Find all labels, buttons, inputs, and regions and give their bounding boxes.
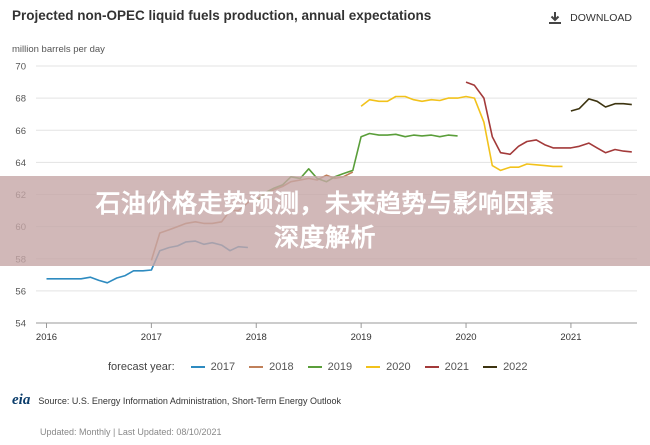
series-line-2021[interactable]	[465, 81, 632, 156]
download-label: DOWNLOAD	[570, 12, 632, 24]
y-tick-label: 68	[15, 94, 26, 105]
series-line-2022[interactable]	[570, 98, 632, 112]
legend-swatch	[307, 366, 322, 368]
x-tick-label: 2017	[141, 332, 162, 343]
legend-item-2022[interactable]: 2022	[483, 361, 528, 373]
source-note: eia Source: U.S. Energy Information Admi…	[12, 392, 341, 409]
download-icon	[549, 12, 562, 24]
legend-item-2020[interactable]: 2020	[366, 361, 411, 373]
y-tick-label: 64	[15, 158, 26, 169]
legend-swatch	[424, 366, 439, 368]
overlay-line-2: 深度解析	[273, 223, 376, 252]
legend-swatch	[249, 366, 264, 368]
x-tick-label: 2019	[351, 332, 372, 343]
legend-item-label: 2017	[210, 361, 236, 373]
legend-swatch	[366, 366, 381, 368]
legend-item-label: 2018	[269, 361, 294, 373]
legend-swatch	[483, 366, 498, 368]
legend-items: 2017 2018 2019 2020 2021 2022	[190, 361, 542, 373]
download-button[interactable]: DOWNLOAD	[548, 11, 632, 25]
eia-logo[interactable]: eia	[12, 392, 31, 408]
x-tick-label: 2021	[560, 332, 581, 343]
legend-swatch	[190, 366, 205, 368]
chart-plot: 545658606264666870 201620172018201920202…	[12, 44, 637, 343]
source-text: Source: U.S. Energy Information Administ…	[38, 395, 341, 406]
legend-item-2021[interactable]: 2021	[424, 361, 470, 373]
legend-item-2019[interactable]: 2019	[307, 361, 353, 373]
x-tick-label: 2016	[36, 332, 57, 343]
x-axis-ticks: 2016 2017 2018 2019 2020 2021	[36, 323, 581, 343]
y-tick-label: 66	[15, 126, 26, 137]
legend-item-2017[interactable]: 2017	[190, 361, 236, 373]
series-line-2020[interactable]	[360, 95, 563, 172]
legend: forecast year: 2017 2018 2019 2020 2021 2022	[108, 361, 542, 373]
legend-item-2018[interactable]: 2018	[249, 361, 294, 373]
updated-text: Updated: Monthly | Last Updated: 08/10/2…	[40, 427, 222, 437]
title-overlay-banner: 石油价格走势预测，未来趋势与影响因素 深度解析	[0, 176, 650, 266]
x-tick-label: 2020	[455, 332, 476, 343]
y-axis-label: million barrels per day	[12, 44, 105, 55]
legend-item-label: 2020	[386, 361, 411, 373]
x-tick-label: 2018	[246, 332, 267, 343]
overlay-line-1: 石油价格走势预测，未来趋势与影响因素	[95, 189, 555, 218]
chart-title: Projected non-OPEC liquid fuels producti…	[12, 8, 432, 23]
legend-item-label: 2019	[327, 361, 353, 373]
y-tick-label: 56	[15, 286, 26, 297]
legend-label: forecast year:	[108, 361, 175, 373]
legend-item-label: 2021	[444, 361, 470, 373]
y-tick-label: 70	[15, 62, 26, 73]
y-tick-label: 54	[15, 319, 26, 330]
legend-item-label: 2022	[503, 361, 528, 373]
